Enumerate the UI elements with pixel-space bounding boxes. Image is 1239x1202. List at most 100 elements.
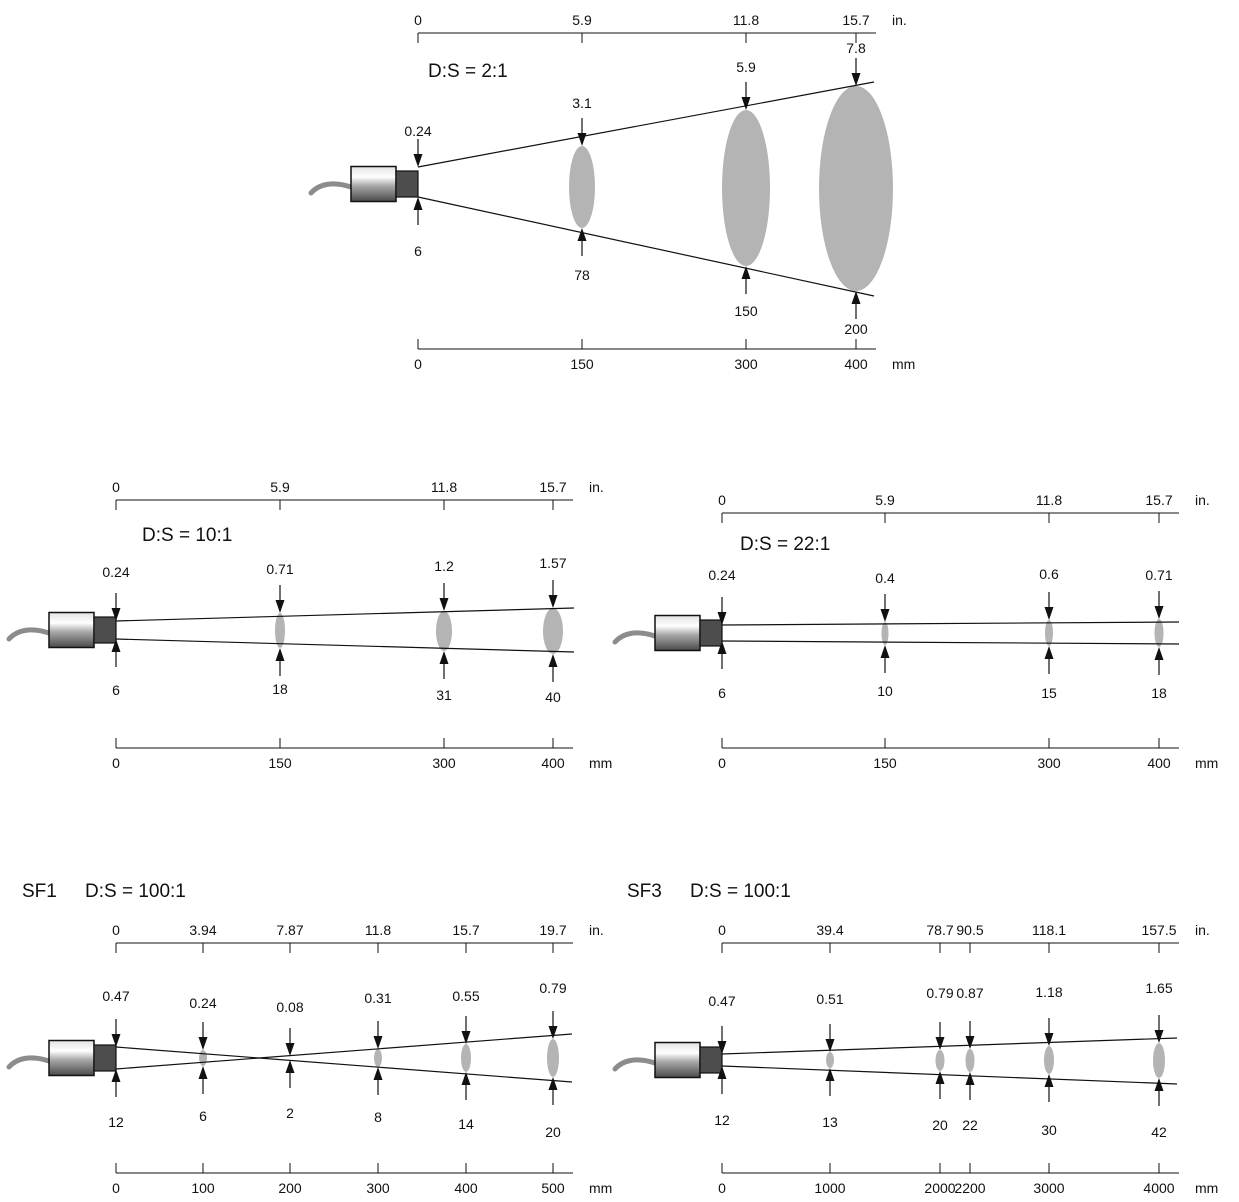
mm-tick-label: 0: [112, 755, 120, 771]
inch-tick-label: 78.7: [926, 922, 953, 938]
mm-tick-label: 3000: [1033, 1180, 1064, 1196]
spot-dimension: 7.8 200: [844, 40, 868, 337]
arrow-head-down: [1044, 607, 1054, 620]
inch-axis: 0 5.9 11.8 15.7 in.: [718, 492, 1210, 523]
spot-size-inch: 0.4: [875, 570, 895, 586]
measurement-spot: [819, 86, 893, 291]
spot-size-inch: 1.18: [1035, 984, 1062, 1000]
beam-line-lower: [417, 196, 875, 297]
spot-dimension: 0.4 10: [875, 570, 895, 699]
spot-size-mm: 6: [718, 685, 726, 701]
mm-tick-label: 500: [541, 1180, 565, 1196]
beam-lines: [115, 1033, 573, 1083]
mm-tick-label: 400: [541, 755, 565, 771]
spot-dimension: 0.71 18: [266, 561, 293, 697]
spot-size-inch: 0.6: [1039, 566, 1059, 582]
spot-dimension: 0.6 15: [1039, 566, 1059, 701]
spot-size-inch: 1.2: [434, 558, 454, 574]
beam-line-upper: [721, 1037, 1178, 1055]
inch-tick-label: 157.5: [1141, 922, 1176, 938]
measurement-spot: [935, 1050, 945, 1071]
arrow-head-down: [577, 133, 587, 146]
sensor-body: [654, 1041, 701, 1079]
inch-unit-label: in.: [589, 922, 604, 938]
arrow-head-down: [880, 609, 890, 622]
arrow-head-up: [285, 1060, 295, 1073]
arrow-head-down: [548, 595, 558, 608]
inch-axis: 0 5.9 11.8 15.7 in.: [112, 479, 604, 510]
sensor-tip: [93, 616, 117, 644]
arrow-head-up: [1044, 1074, 1054, 1087]
mm-axis: 0 150 300 400 mm: [414, 339, 915, 372]
spot-size-inch: 0.79: [539, 980, 566, 996]
arrow-head-up: [275, 648, 285, 661]
mm-tick-label: 0: [718, 1180, 726, 1196]
beam-lines: [115, 607, 575, 653]
arrow-head-down: [965, 1036, 975, 1049]
spot-dimension: 1.65 42: [1145, 980, 1172, 1140]
arrow-head-up: [1044, 646, 1054, 659]
arrow-head-up: [1154, 1078, 1164, 1091]
arrow-head-up: [461, 1072, 471, 1085]
arrow-head-down: [413, 154, 423, 167]
arrow-head-down: [198, 1037, 208, 1050]
spot-dimension: 0.71 18: [1145, 567, 1172, 701]
measurement-spot: [1045, 620, 1053, 646]
spot-size-inch: 0.71: [266, 561, 293, 577]
measurement-spot: [1154, 619, 1164, 647]
mm-tick-label: 300: [432, 755, 456, 771]
spot-dimension: 1.2 31: [434, 558, 454, 703]
measurement-spot: [543, 608, 563, 654]
panel-sf1: SF1 D:S = 100:1 0 3.94 7.87 11.8 15.7 19.7 in. 0 1…: [6, 881, 612, 1196]
spot-dimension: 0.24 6: [189, 995, 216, 1124]
spot-dimension: 0.87 22: [956, 985, 983, 1133]
inch-tick-label: 39.4: [816, 922, 843, 938]
inch-tick-label: 11.8: [365, 922, 391, 938]
ds-ratio-title: D:S = 22:1: [740, 534, 830, 555]
spot-dimension: 0.47 12: [708, 993, 735, 1128]
inch-unit-label: in.: [1195, 492, 1210, 508]
inch-tick-label: 0: [112, 922, 120, 938]
spot-size-mm: 22: [962, 1117, 978, 1133]
arrow-head-up: [111, 639, 121, 652]
mm-tick-label: 100: [191, 1180, 215, 1196]
sensor-cable: [6, 627, 52, 642]
arrow-head-up: [548, 654, 558, 667]
spot-dimension: 0.79 20: [926, 985, 953, 1133]
spot-size-mm: 18: [1151, 685, 1167, 701]
mm-tick-label: 1000: [814, 1180, 845, 1196]
arrow-head-down: [1044, 1033, 1054, 1046]
sensor-tip: [699, 1046, 723, 1074]
measurement-spot: [199, 1050, 207, 1066]
ir-sensor: [6, 611, 117, 649]
arrow-head-down: [717, 612, 727, 625]
spot-size-inch: 0.71: [1145, 567, 1172, 583]
measurement-spot: [569, 146, 595, 228]
spot-dimension: 1.57 40: [539, 555, 566, 705]
measurement-spot: [275, 613, 285, 648]
sensor-body: [48, 1039, 95, 1077]
measurement-spot: [547, 1039, 559, 1077]
mm-tick-label: 0: [414, 356, 422, 372]
sensor-tip: [93, 1044, 117, 1072]
spot-size-inch: 1.57: [539, 555, 566, 571]
panel-label: SF1: [22, 881, 57, 902]
spot-size-inch: 0.24: [189, 995, 216, 1011]
inch-tick-label: 5.9: [270, 479, 290, 495]
arrow-head-up: [373, 1067, 383, 1080]
mm-unit-label: mm: [589, 1180, 612, 1196]
arrow-head-down: [111, 608, 121, 621]
mm-tick-label: 150: [268, 755, 292, 771]
inch-tick-label: 5.9: [572, 12, 592, 28]
inch-unit-label: in.: [589, 479, 604, 495]
spot-size-inch: 0.24: [102, 564, 129, 580]
spot-size-mm: 14: [458, 1116, 474, 1132]
inch-unit-label: in.: [892, 12, 907, 28]
arrow-head-up: [965, 1072, 975, 1085]
measurement-spot: [461, 1044, 471, 1072]
spot-size-inch: 3.1: [572, 95, 592, 111]
mm-tick-label: 150: [570, 356, 594, 372]
arrow-head-down: [1154, 606, 1164, 619]
inch-tick-label: 11.8: [733, 12, 759, 28]
mm-tick-label: 0: [112, 1180, 120, 1196]
